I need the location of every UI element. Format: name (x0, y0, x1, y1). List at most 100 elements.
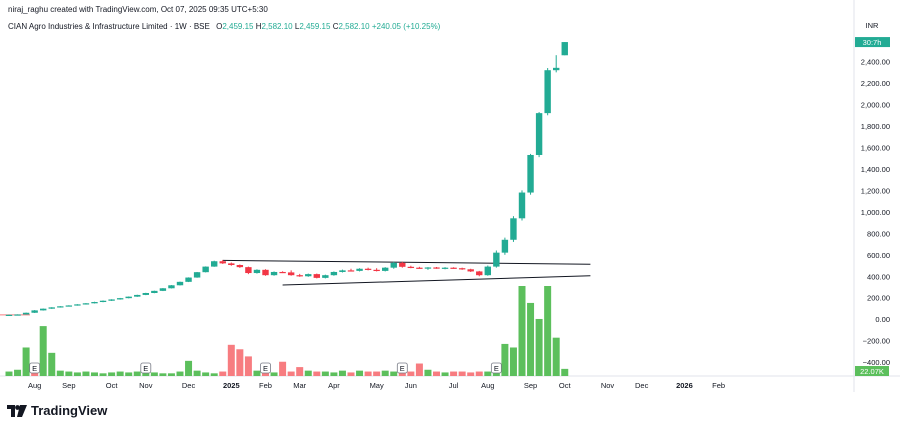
y-tick-label: 0.00 (875, 315, 890, 324)
candle (40, 308, 47, 311)
symbol-label[interactable]: CIAN Agro Industries & Infrastructure Li… (8, 22, 210, 31)
tradingview-logo[interactable]: TradingView (7, 403, 107, 418)
candle-body (193, 272, 201, 278)
candle-body (65, 305, 73, 307)
candle-body (159, 288, 167, 291)
candle (142, 292, 149, 296)
candle-body (31, 310, 38, 313)
volume-bar (373, 371, 381, 376)
volume-bar (262, 371, 269, 376)
candle (544, 68, 551, 116)
candle-body (236, 264, 244, 268)
candle (193, 271, 201, 278)
candle (279, 271, 286, 274)
x-tick-label: Sep (62, 381, 75, 390)
candle (236, 264, 244, 268)
volume-bar (544, 286, 552, 376)
candle (168, 285, 175, 289)
earnings-marker: E (260, 362, 271, 374)
earnings-marker: E (140, 362, 152, 374)
volume-bar (381, 370, 389, 376)
x-tick-label: Feb (259, 381, 272, 390)
candle-body (399, 262, 406, 267)
earnings-marker: E (29, 362, 41, 374)
candle (22, 312, 30, 315)
candle-body (116, 298, 124, 300)
earnings-marker-label: E (143, 364, 148, 373)
low-label: L (294, 22, 300, 31)
volume-bar (133, 371, 141, 376)
candle-body (48, 307, 55, 309)
candle-body (441, 267, 449, 269)
candle (433, 267, 440, 269)
candle-body (82, 303, 90, 305)
candle (202, 266, 209, 273)
candle-body (22, 312, 30, 315)
candle (245, 266, 252, 275)
candle-body (510, 218, 517, 240)
candle-body (99, 300, 107, 303)
volume-bar (22, 347, 30, 376)
volume-bar (176, 371, 184, 376)
channel-upper-line (222, 259, 591, 265)
candle-body (185, 277, 192, 282)
volume-bar (210, 373, 218, 376)
candle (5, 314, 13, 316)
candle-body (176, 281, 184, 286)
candle (347, 268, 355, 272)
volume-bar (527, 302, 535, 376)
candle-body (142, 293, 149, 295)
y-tick-label: 2,400.00 (861, 58, 890, 67)
candle-body (339, 270, 346, 272)
candle (99, 300, 107, 303)
volume-bar (415, 363, 423, 376)
candle-body (151, 290, 158, 294)
earnings-marker-label: E (494, 364, 499, 373)
candle (219, 259, 226, 264)
candle-body (501, 239, 509, 253)
volume-bar (535, 318, 543, 376)
volume-bar (227, 344, 235, 376)
volume-bar (56, 370, 64, 376)
candle-body (262, 269, 269, 276)
open-label: O (216, 22, 223, 31)
y-tick-label: 200.00 (867, 294, 890, 303)
volume-bar (518, 286, 526, 376)
y-tick-label: 1,200.00 (861, 186, 890, 195)
x-tick-label: Nov (601, 381, 615, 390)
y-tick-label: −200.00 (863, 337, 890, 346)
candle-body (134, 294, 141, 297)
candle-body (253, 269, 261, 274)
candle (270, 271, 278, 276)
candle (14, 314, 21, 316)
candle (82, 303, 90, 305)
earnings-marker-box (396, 362, 408, 374)
candle-body (484, 266, 491, 276)
volume-bar (14, 369, 22, 376)
x-tick-label: Aug (481, 381, 494, 390)
candle (441, 267, 449, 270)
volume-bar (219, 371, 227, 376)
last-price-tag (855, 37, 890, 48)
volume-bar (48, 352, 56, 376)
earnings-marker-box (260, 362, 271, 374)
candle-body (202, 266, 209, 273)
volume-bar (330, 372, 338, 376)
earnings-marker-label: E (263, 364, 268, 373)
candle-body (305, 274, 312, 277)
candle (116, 297, 124, 300)
candle (364, 267, 372, 271)
candle-body (544, 70, 551, 114)
candle (322, 274, 329, 279)
candle (467, 268, 474, 272)
volume-bar (279, 361, 287, 376)
volume-bar (73, 372, 81, 376)
y-tick-label: 2,200.00 (861, 79, 890, 88)
volume-bar (390, 371, 398, 376)
candle-body (211, 261, 218, 267)
candle (228, 262, 235, 266)
candle (313, 273, 320, 279)
candle-body (270, 271, 278, 276)
candle (305, 273, 312, 277)
